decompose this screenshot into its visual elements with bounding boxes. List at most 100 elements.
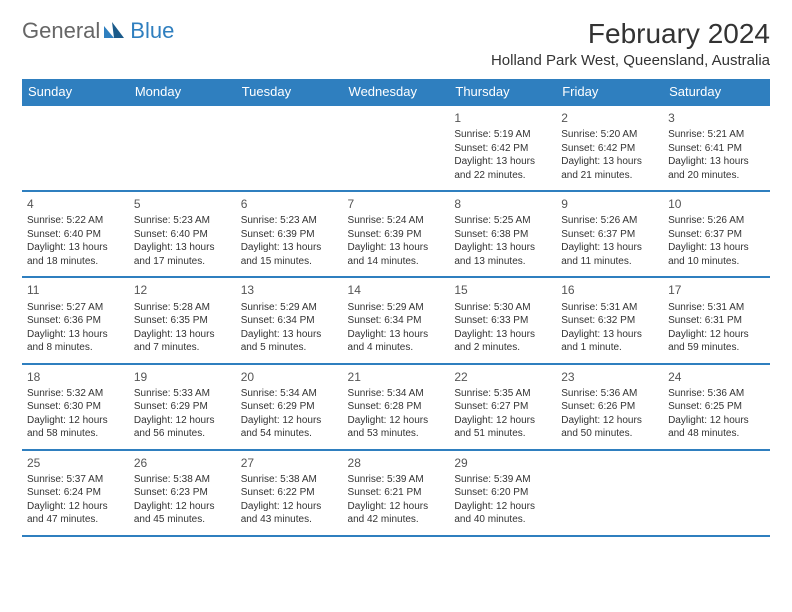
sunrise-text: Sunrise: 5:33 AM [134,387,231,401]
calendar-cell: 6Sunrise: 5:23 AMSunset: 6:39 PMDaylight… [236,191,343,277]
calendar-cell: 18Sunrise: 5:32 AMSunset: 6:30 PMDayligh… [22,364,129,450]
daylight-text: Daylight: 13 hours and 15 minutes. [241,241,338,268]
calendar-row: 18Sunrise: 5:32 AMSunset: 6:30 PMDayligh… [22,364,770,450]
sunrise-text: Sunrise: 5:26 AM [561,214,658,228]
brand-logo: General Blue [22,18,174,44]
calendar-cell: 5 Sunrise: 5:23 AMSunset: 6:40 PMDaylight… [129,191,236,277]
calendar-cell [556,450,663,536]
sunset-text: Sunset: 6:36 PM [27,314,124,328]
sunrise-text: Sunrise: 5:36 AM [561,387,658,401]
sunset-text: Sunset: 6:42 PM [561,142,658,156]
sunset-text: Sunset: 6:39 PM [348,228,445,242]
daylight-text: Daylight: 13 hours and 2 minutes. [454,328,551,355]
sunset-text: Sunset: 6:38 PM [454,228,551,242]
daylight-text: Daylight: 13 hours and 8 minutes. [27,328,124,355]
day-number: 21 [348,369,445,385]
calendar-cell: 27Sunrise: 5:38 AMSunset: 6:22 PMDayligh… [236,450,343,536]
day-number: 17 [668,282,765,298]
calendar-cell: 8Sunrise: 5:25 AMSunset: 6:38 PMDaylight… [449,191,556,277]
daylight-text: Daylight: 13 hours and 13 minutes. [454,241,551,268]
day-number: 16 [561,282,658,298]
sunset-text: Sunset: 6:37 PM [668,228,765,242]
calendar-row: 1Sunrise: 5:19 AMSunset: 6:42 PMDaylight… [22,105,770,191]
sunset-text: Sunset: 6:34 PM [241,314,338,328]
day-header-row: Sunday Monday Tuesday Wednesday Thursday… [22,79,770,105]
daylight-text: Daylight: 12 hours and 59 minutes. [668,328,765,355]
calendar-row: 4Sunrise: 5:22 AMSunset: 6:40 PMDaylight… [22,191,770,277]
calendar-cell [236,105,343,191]
day-number: 3 [668,110,765,126]
calendar-cell: 13Sunrise: 5:29 AMSunset: 6:34 PMDayligh… [236,277,343,363]
sunset-text: Sunset: 6:25 PM [668,400,765,414]
day-header: Wednesday [343,79,450,105]
sunrise-text: Sunrise: 5:27 AM [27,301,124,315]
sunset-text: Sunset: 6:31 PM [668,314,765,328]
daylight-text: Daylight: 12 hours and 45 minutes. [134,500,231,527]
brand-part2: Blue [130,18,174,44]
sunset-text: Sunset: 6:23 PM [134,486,231,500]
sunrise-text: Sunrise: 5:29 AM [348,301,445,315]
calendar-cell: 11Sunrise: 5:27 AMSunset: 6:36 PMDayligh… [22,277,129,363]
day-number: 4 [27,196,124,212]
day-number: 2 [561,110,658,126]
calendar-cell: 1Sunrise: 5:19 AMSunset: 6:42 PMDaylight… [449,105,556,191]
daylight-text: Daylight: 12 hours and 51 minutes. [454,414,551,441]
sunrise-text: Sunrise: 5:22 AM [27,214,124,228]
day-number: 14 [348,282,445,298]
sunset-text: Sunset: 6:40 PM [134,228,231,242]
daylight-text: Daylight: 13 hours and 10 minutes. [668,241,765,268]
daylight-text: Daylight: 13 hours and 4 minutes. [348,328,445,355]
sunrise-text: Sunrise: 5:23 AM [134,214,231,228]
sunrise-text: Sunrise: 5:36 AM [668,387,765,401]
day-number: 15 [454,282,551,298]
calendar-cell [343,105,450,191]
daylight-text: Daylight: 12 hours and 47 minutes. [27,500,124,527]
sunset-text: Sunset: 6:22 PM [241,486,338,500]
sunset-text: Sunset: 6:34 PM [348,314,445,328]
daylight-text: Daylight: 13 hours and 17 minutes. [134,241,231,268]
day-number: 29 [454,455,551,471]
calendar-cell: 15Sunrise: 5:30 AMSunset: 6:33 PMDayligh… [449,277,556,363]
sunset-text: Sunset: 6:41 PM [668,142,765,156]
day-number: 9 [561,196,658,212]
sunset-text: Sunset: 6:26 PM [561,400,658,414]
day-number: 23 [561,369,658,385]
sunrise-text: Sunrise: 5:28 AM [134,301,231,315]
daylight-text: Daylight: 13 hours and 7 minutes. [134,328,231,355]
calendar-cell: 28Sunrise: 5:39 AMSunset: 6:21 PMDayligh… [343,450,450,536]
day-number: 5 [134,196,231,212]
day-number: 18 [27,369,124,385]
daylight-text: Daylight: 13 hours and 11 minutes. [561,241,658,268]
daylight-text: Daylight: 12 hours and 54 minutes. [241,414,338,441]
calendar-cell: 16Sunrise: 5:31 AMSunset: 6:32 PMDayligh… [556,277,663,363]
sunset-text: Sunset: 6:32 PM [561,314,658,328]
sunrise-text: Sunrise: 5:30 AM [454,301,551,315]
daylight-text: Daylight: 12 hours and 40 minutes. [454,500,551,527]
calendar-cell: 3Sunrise: 5:21 AMSunset: 6:41 PMDaylight… [663,105,770,191]
sunrise-text: Sunrise: 5:35 AM [454,387,551,401]
day-number: 20 [241,369,338,385]
day-number: 26 [134,455,231,471]
calendar-cell: 2Sunrise: 5:20 AMSunset: 6:42 PMDaylight… [556,105,663,191]
calendar-row: 11Sunrise: 5:27 AMSunset: 6:36 PMDayligh… [22,277,770,363]
sunrise-text: Sunrise: 5:32 AM [27,387,124,401]
daylight-text: Daylight: 12 hours and 56 minutes. [134,414,231,441]
daylight-text: Daylight: 13 hours and 14 minutes. [348,241,445,268]
daylight-text: Daylight: 12 hours and 48 minutes. [668,414,765,441]
daylight-text: Daylight: 13 hours and 5 minutes. [241,328,338,355]
logo-icon [104,18,124,44]
day-header: Saturday [663,79,770,105]
calendar-table: Sunday Monday Tuesday Wednesday Thursday… [22,79,770,537]
calendar-cell [129,105,236,191]
daylight-text: Daylight: 12 hours and 50 minutes. [561,414,658,441]
day-number: 19 [134,369,231,385]
calendar-cell: 7Sunrise: 5:24 AMSunset: 6:39 PMDaylight… [343,191,450,277]
daylight-text: Daylight: 13 hours and 1 minute. [561,328,658,355]
sunset-text: Sunset: 6:28 PM [348,400,445,414]
brand-part1: General [22,18,100,44]
sunset-text: Sunset: 6:24 PM [27,486,124,500]
day-number: 6 [241,196,338,212]
sunrise-text: Sunrise: 5:34 AM [348,387,445,401]
calendar-cell: 21Sunrise: 5:34 AMSunset: 6:28 PMDayligh… [343,364,450,450]
sunset-text: Sunset: 6:29 PM [241,400,338,414]
